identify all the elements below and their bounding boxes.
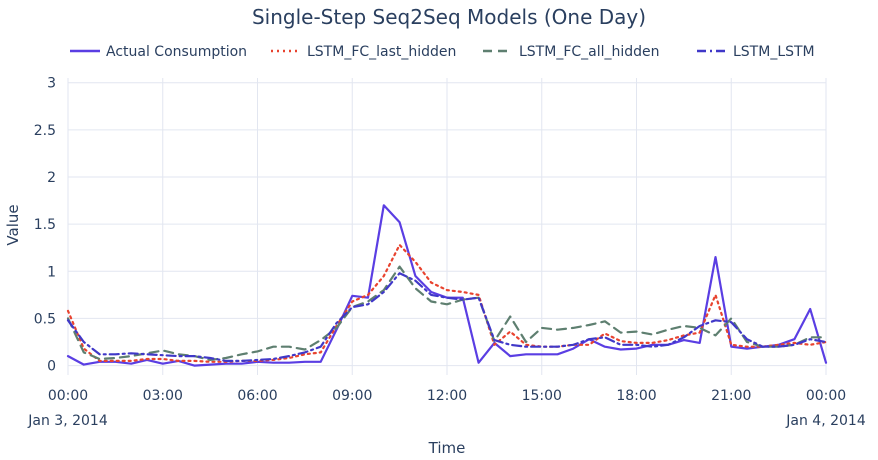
x-tick-label: 09:00	[332, 388, 372, 404]
legend[interactable]: Actual Consumption LSTM_FC_last_hidden LST…	[70, 44, 815, 60]
legend-item-1[interactable]: LSTM_FC_last_hidden	[271, 44, 456, 60]
x-tick-label: 15:00	[522, 388, 562, 404]
y-tick-label: 2	[47, 170, 56, 186]
legend-label: LSTM_LSTM	[733, 44, 815, 60]
x-tick-label: 18:00	[616, 388, 656, 404]
x-tick-label: 12:00	[427, 388, 467, 404]
legend-label: Actual Consumption	[106, 44, 247, 60]
series-line-3	[66, 272, 828, 362]
y-tick-label: 1.5	[34, 217, 56, 233]
legend-item-3[interactable]: LSTM_LSTM	[697, 44, 815, 60]
y-tick-label: 0	[47, 359, 56, 375]
x-tick-label: 00:00	[806, 388, 846, 404]
y-axis-ticks: 0 0.5 1 1.5 2 2.5 3	[34, 76, 56, 375]
y-tick-label: 2.5	[34, 123, 56, 139]
y-tick-label: 3	[47, 76, 56, 92]
legend-label: LSTM_FC_all_hidden	[519, 44, 660, 60]
legend-item-0[interactable]: Actual Consumption	[70, 44, 247, 60]
y-axis-title: Value	[4, 204, 22, 245]
x-tick-label: 21:00	[711, 388, 751, 404]
chart-title: Single-Step Seq2Seq Models (One Day)	[252, 5, 646, 29]
x-axis-title: Time	[428, 439, 466, 457]
series-lines	[66, 204, 828, 367]
x-tick-label: 06:00	[237, 388, 277, 404]
legend-item-2[interactable]: LSTM_FC_all_hidden	[483, 44, 660, 60]
x-tick-label: 03:00	[143, 388, 183, 404]
x-axis-ticks: 00:00 Jan 3, 2014 03:00 06:00 09:00 12:00 15:0…	[27, 388, 866, 429]
y-tick-label: 1	[47, 264, 56, 280]
x-tick-label: 00:00	[48, 388, 88, 404]
x-tick-date-label: Jan 3, 2014	[27, 413, 108, 429]
gridlines	[67, 78, 827, 375]
x-tick-date-label: Jan 4, 2014	[785, 413, 866, 429]
legend-label: LSTM_FC_last_hidden	[307, 44, 456, 60]
y-tick-label: 0.5	[34, 311, 56, 327]
series-line-1	[66, 243, 828, 363]
